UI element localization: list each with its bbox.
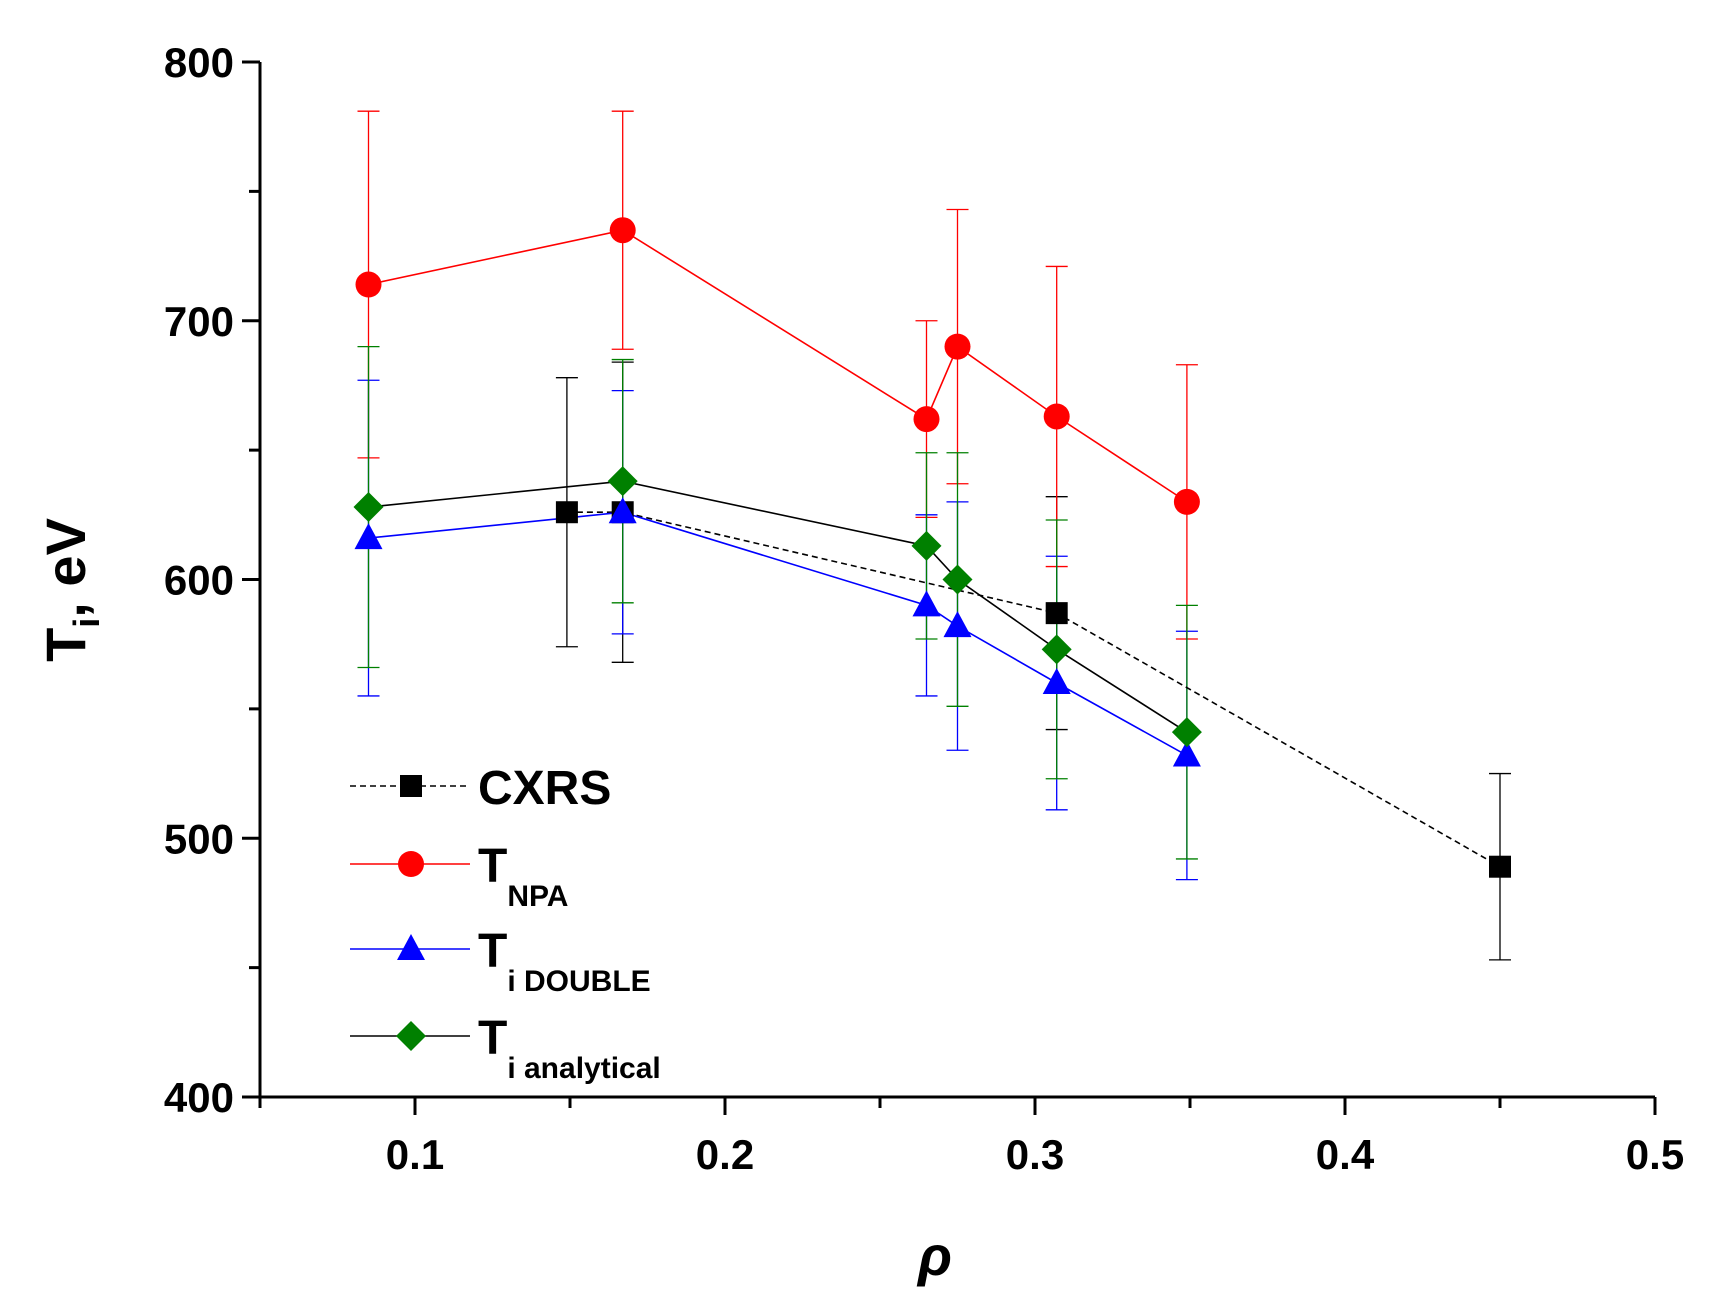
data-point [944,333,971,360]
legend-marker [398,851,424,877]
legend-label: Ti DOUBLE [478,925,651,998]
data-point [608,497,637,524]
data-point [353,492,384,523]
axes: 0.1 0.2 0.3 0.4 0.5 400 500 600 700 800 [164,39,1684,1178]
legend-marker [396,1021,426,1051]
series-line-0 [566,511,1501,868]
series-lines [368,229,1501,868]
x-tick-label: 0.1 [386,1131,444,1178]
data-point [1173,488,1200,515]
legend-label-sub: i DOUBLE [507,965,650,998]
data-point [555,501,578,524]
data-point [942,564,973,595]
data-point [911,530,942,561]
x-tick-label: 0.2 [696,1131,754,1178]
series-line-3 [368,480,1188,733]
legend-marker [400,775,422,797]
data-point [1045,602,1068,625]
y-axis-title-sub: i [66,618,107,628]
legend-label-main: T [478,1012,507,1065]
data-point [1041,634,1072,665]
y-tick-label: 400 [164,1074,234,1121]
legend-label-sub: i analytical [507,1052,660,1085]
legend-marker [397,934,425,960]
data-point [912,590,941,617]
legend-label-sub: NPA [507,880,568,913]
legend-label-main: T [478,925,507,978]
data-point [1489,855,1511,878]
data-point [609,217,636,244]
y-axis-title-rest: , eV [34,518,97,618]
svg-text:Ti, eV: Ti, eV [34,518,107,662]
data-point [355,271,382,298]
y-tick-label: 500 [164,815,234,862]
x-axis-title: ρ [916,1224,952,1287]
x-tick-label: 0.5 [1626,1131,1684,1178]
data-point [1042,668,1071,694]
data-point [943,611,972,638]
legend-label: Ti analytical [478,1012,661,1085]
y-axis-title-main: T [34,628,97,662]
series-line-1 [368,229,1188,503]
y-tick-label: 800 [164,39,234,86]
legend-label: CXRS [478,762,611,815]
legend-label: TNPA [478,840,568,913]
legend-label-main: T [478,840,507,893]
data-point [607,466,638,497]
error-bars [357,110,1511,961]
data-point [1171,717,1202,748]
y-tick-label: 700 [164,298,234,345]
data-point [354,523,383,550]
data-point [1172,740,1201,767]
data-point [913,406,940,433]
y-tick-label: 600 [164,557,234,604]
x-tick-label: 0.4 [1316,1131,1375,1178]
x-tick-label: 0.3 [1006,1131,1064,1178]
series-line-2 [368,511,1188,757]
data-point [1043,403,1070,430]
legend-label-main: CXRS [478,762,611,815]
series-markers [353,217,1511,878]
y-axis-title: Ti, eV [34,518,107,662]
